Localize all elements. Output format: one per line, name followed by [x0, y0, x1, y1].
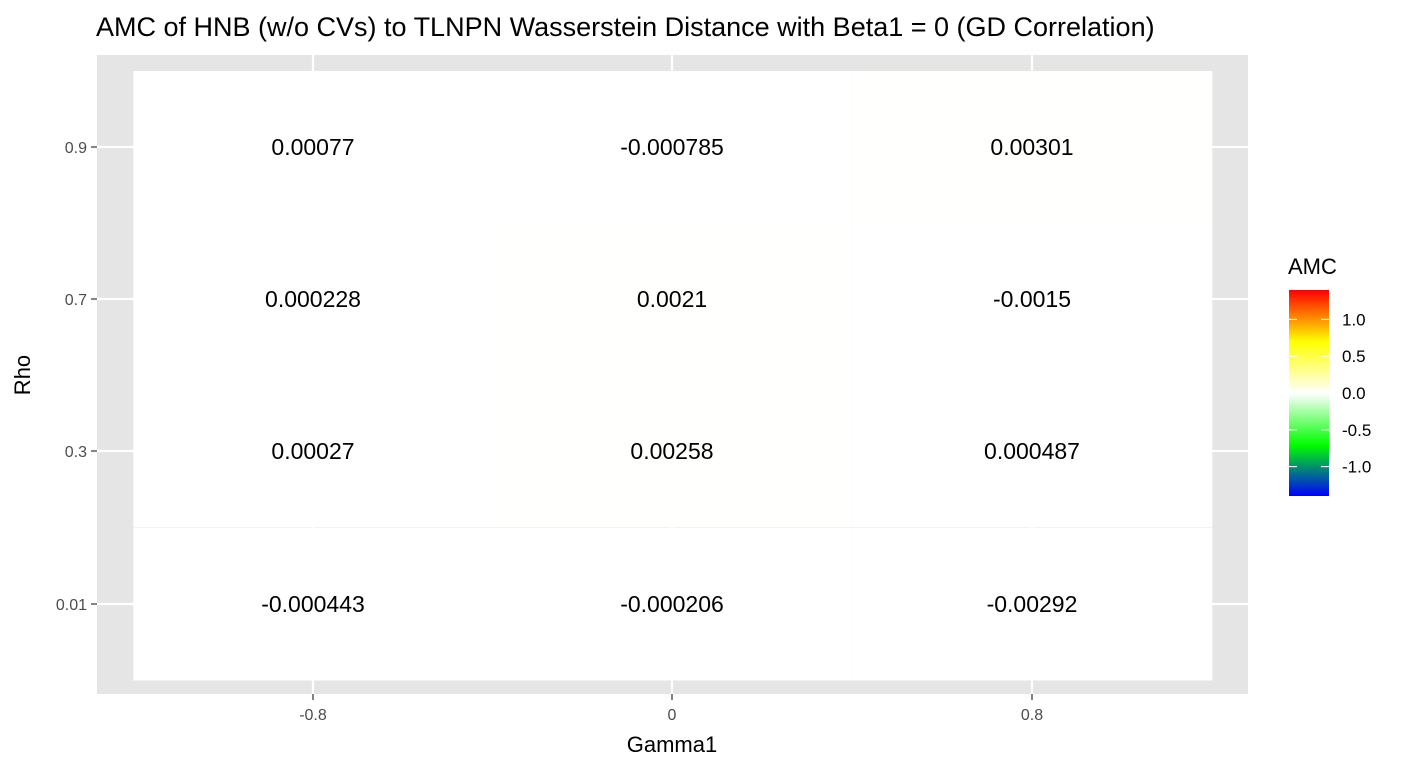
chart-title: AMC of HNB (w/o CVs) to TLNPN Wasserstei… [96, 12, 1155, 42]
heatmap-cell [492, 71, 853, 224]
cell-labels: 0.00077 -0.000785 0.00301 0.000228 0.0021 -0.… [261, 134, 1080, 617]
x-axis: -0.8 0 0.8 [299, 694, 1043, 724]
cell-label: -0.000206 [620, 591, 724, 617]
cell-label: 0.00258 [630, 438, 713, 464]
heatmap-cell [852, 223, 1213, 376]
heatmap-cell [492, 528, 853, 681]
cell-label: -0.00292 [987, 591, 1078, 617]
legend-tick-label: 1.0 [1342, 310, 1366, 329]
heatmap-cell [852, 375, 1213, 528]
legend-tick-label: 0.0 [1342, 384, 1366, 403]
cell-label: 0.0021 [637, 286, 707, 312]
legend-tick-label: 0.5 [1342, 347, 1366, 366]
cell-label: -0.000785 [620, 134, 724, 160]
y-axis-title: Rho [10, 355, 35, 395]
legend-tick-label: -1.0 [1342, 458, 1371, 477]
heatmap-cell [133, 223, 494, 376]
x-tick-label: -0.8 [299, 707, 327, 724]
y-tick-label: 0.9 [65, 140, 87, 157]
y-tick-label: 0.7 [65, 292, 87, 309]
heatmap-cell [133, 528, 494, 681]
cell-label: 0.00301 [990, 134, 1073, 160]
cell-label: -0.000443 [261, 591, 365, 617]
legend-ticks: 1.0 0.5 0.0 -0.5 -1.0 [1289, 310, 1371, 477]
legend-tick-label: -0.5 [1342, 421, 1371, 440]
y-tick-label: 0.3 [65, 444, 87, 461]
x-tick-label: 0.8 [1021, 707, 1043, 724]
y-axis: 0.01 0.3 0.7 0.9 [56, 140, 97, 614]
cell-label: 0.000487 [984, 438, 1080, 464]
cell-label: 0.00077 [271, 134, 354, 160]
heatmap-cell [133, 375, 494, 528]
heatmap-cell [492, 223, 853, 376]
heatmap-cell [492, 375, 853, 528]
heatmap-cell [852, 71, 1213, 224]
heatmap-cells [133, 71, 1213, 681]
legend-title: AMC [1288, 254, 1337, 279]
x-axis-title: Gamma1 [627, 732, 717, 757]
cell-label: 0.000228 [265, 286, 361, 312]
cell-label: 0.00027 [271, 438, 354, 464]
x-tick-label: 0 [668, 707, 677, 724]
color-legend: AMC 1.0 0.5 0.0 -0.5 -1.0 [1288, 254, 1371, 496]
heatmap-cell [133, 71, 494, 224]
y-tick-label: 0.01 [56, 597, 87, 614]
cell-label: -0.0015 [993, 286, 1071, 312]
heatmap-cell [852, 528, 1213, 681]
